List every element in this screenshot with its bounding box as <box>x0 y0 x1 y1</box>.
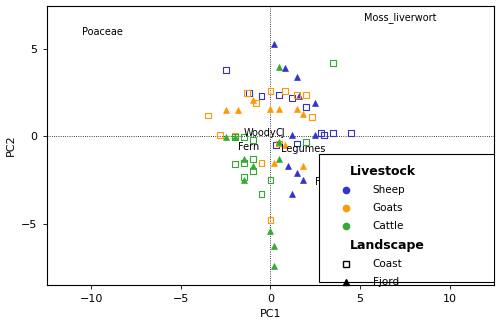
Point <box>294 106 302 111</box>
Text: Livestock: Livestock <box>350 165 416 178</box>
Point <box>329 60 337 66</box>
Point <box>270 160 278 165</box>
Text: Moss_liverwort: Moss_liverwort <box>364 12 436 23</box>
Point <box>312 101 320 106</box>
Point <box>294 92 302 97</box>
Point <box>240 157 248 162</box>
Point <box>294 74 302 80</box>
Point <box>281 88 289 94</box>
Point <box>234 108 242 113</box>
Point <box>240 177 248 183</box>
Text: Sheep: Sheep <box>372 185 405 195</box>
Point <box>294 141 302 146</box>
Point <box>281 66 289 71</box>
Point <box>248 97 256 102</box>
Point <box>308 115 316 120</box>
Point <box>216 132 224 137</box>
Point <box>276 106 283 111</box>
Point <box>284 163 292 169</box>
Point <box>240 135 248 140</box>
Point <box>276 64 283 69</box>
Point <box>270 244 278 249</box>
Text: Coast: Coast <box>372 259 402 269</box>
Point <box>230 133 238 138</box>
FancyBboxPatch shape <box>319 154 496 282</box>
Point <box>295 94 303 99</box>
Point <box>270 41 278 46</box>
Text: Woody: Woody <box>244 128 276 138</box>
Point <box>243 90 251 96</box>
Point <box>320 174 328 179</box>
Point <box>258 94 266 99</box>
Point <box>276 141 283 146</box>
Point <box>222 68 230 73</box>
Point <box>204 113 212 118</box>
Point <box>276 139 283 144</box>
Text: Cattle: Cattle <box>372 221 404 231</box>
Text: Fjord: Fjord <box>372 277 398 287</box>
Point <box>298 111 306 116</box>
Point <box>272 143 280 148</box>
Point <box>266 177 274 183</box>
Text: Forbs: Forbs <box>316 177 342 187</box>
Text: Goats: Goats <box>372 203 403 213</box>
Point <box>288 132 296 137</box>
Point <box>276 92 283 97</box>
Point <box>252 101 260 106</box>
Point <box>281 143 289 148</box>
Point <box>298 163 306 169</box>
Point <box>270 263 278 268</box>
Point <box>230 162 238 167</box>
Point <box>276 157 283 162</box>
Point <box>230 135 238 140</box>
Point <box>288 96 296 101</box>
Point <box>302 139 310 144</box>
Text: Poaceae: Poaceae <box>82 27 123 37</box>
Point <box>258 191 266 197</box>
Point <box>222 108 230 113</box>
X-axis label: PC1: PC1 <box>260 309 281 319</box>
Point <box>302 92 310 97</box>
Point <box>266 88 274 94</box>
Point <box>288 191 296 197</box>
Point <box>222 135 230 140</box>
Point <box>248 157 256 162</box>
Point <box>240 160 248 165</box>
Point <box>248 137 256 143</box>
Point <box>258 160 266 165</box>
Point <box>240 174 248 179</box>
Point <box>266 218 274 223</box>
Point <box>294 171 302 176</box>
Point <box>298 177 306 183</box>
Text: CJ: CJ <box>276 128 285 138</box>
Y-axis label: PC2: PC2 <box>6 135 16 156</box>
Point <box>230 135 238 140</box>
Point <box>320 132 328 137</box>
Point <box>245 90 253 96</box>
Point <box>248 163 256 169</box>
Point <box>347 130 355 136</box>
Text: Fern: Fern <box>238 142 260 152</box>
Point <box>312 132 320 137</box>
Point <box>302 104 310 110</box>
Point <box>329 130 337 136</box>
Point <box>266 106 274 111</box>
Text: Legumes: Legumes <box>281 144 326 154</box>
Text: Landscape: Landscape <box>350 239 425 252</box>
Point <box>248 169 256 174</box>
Point <box>266 228 274 233</box>
Point <box>316 130 324 136</box>
